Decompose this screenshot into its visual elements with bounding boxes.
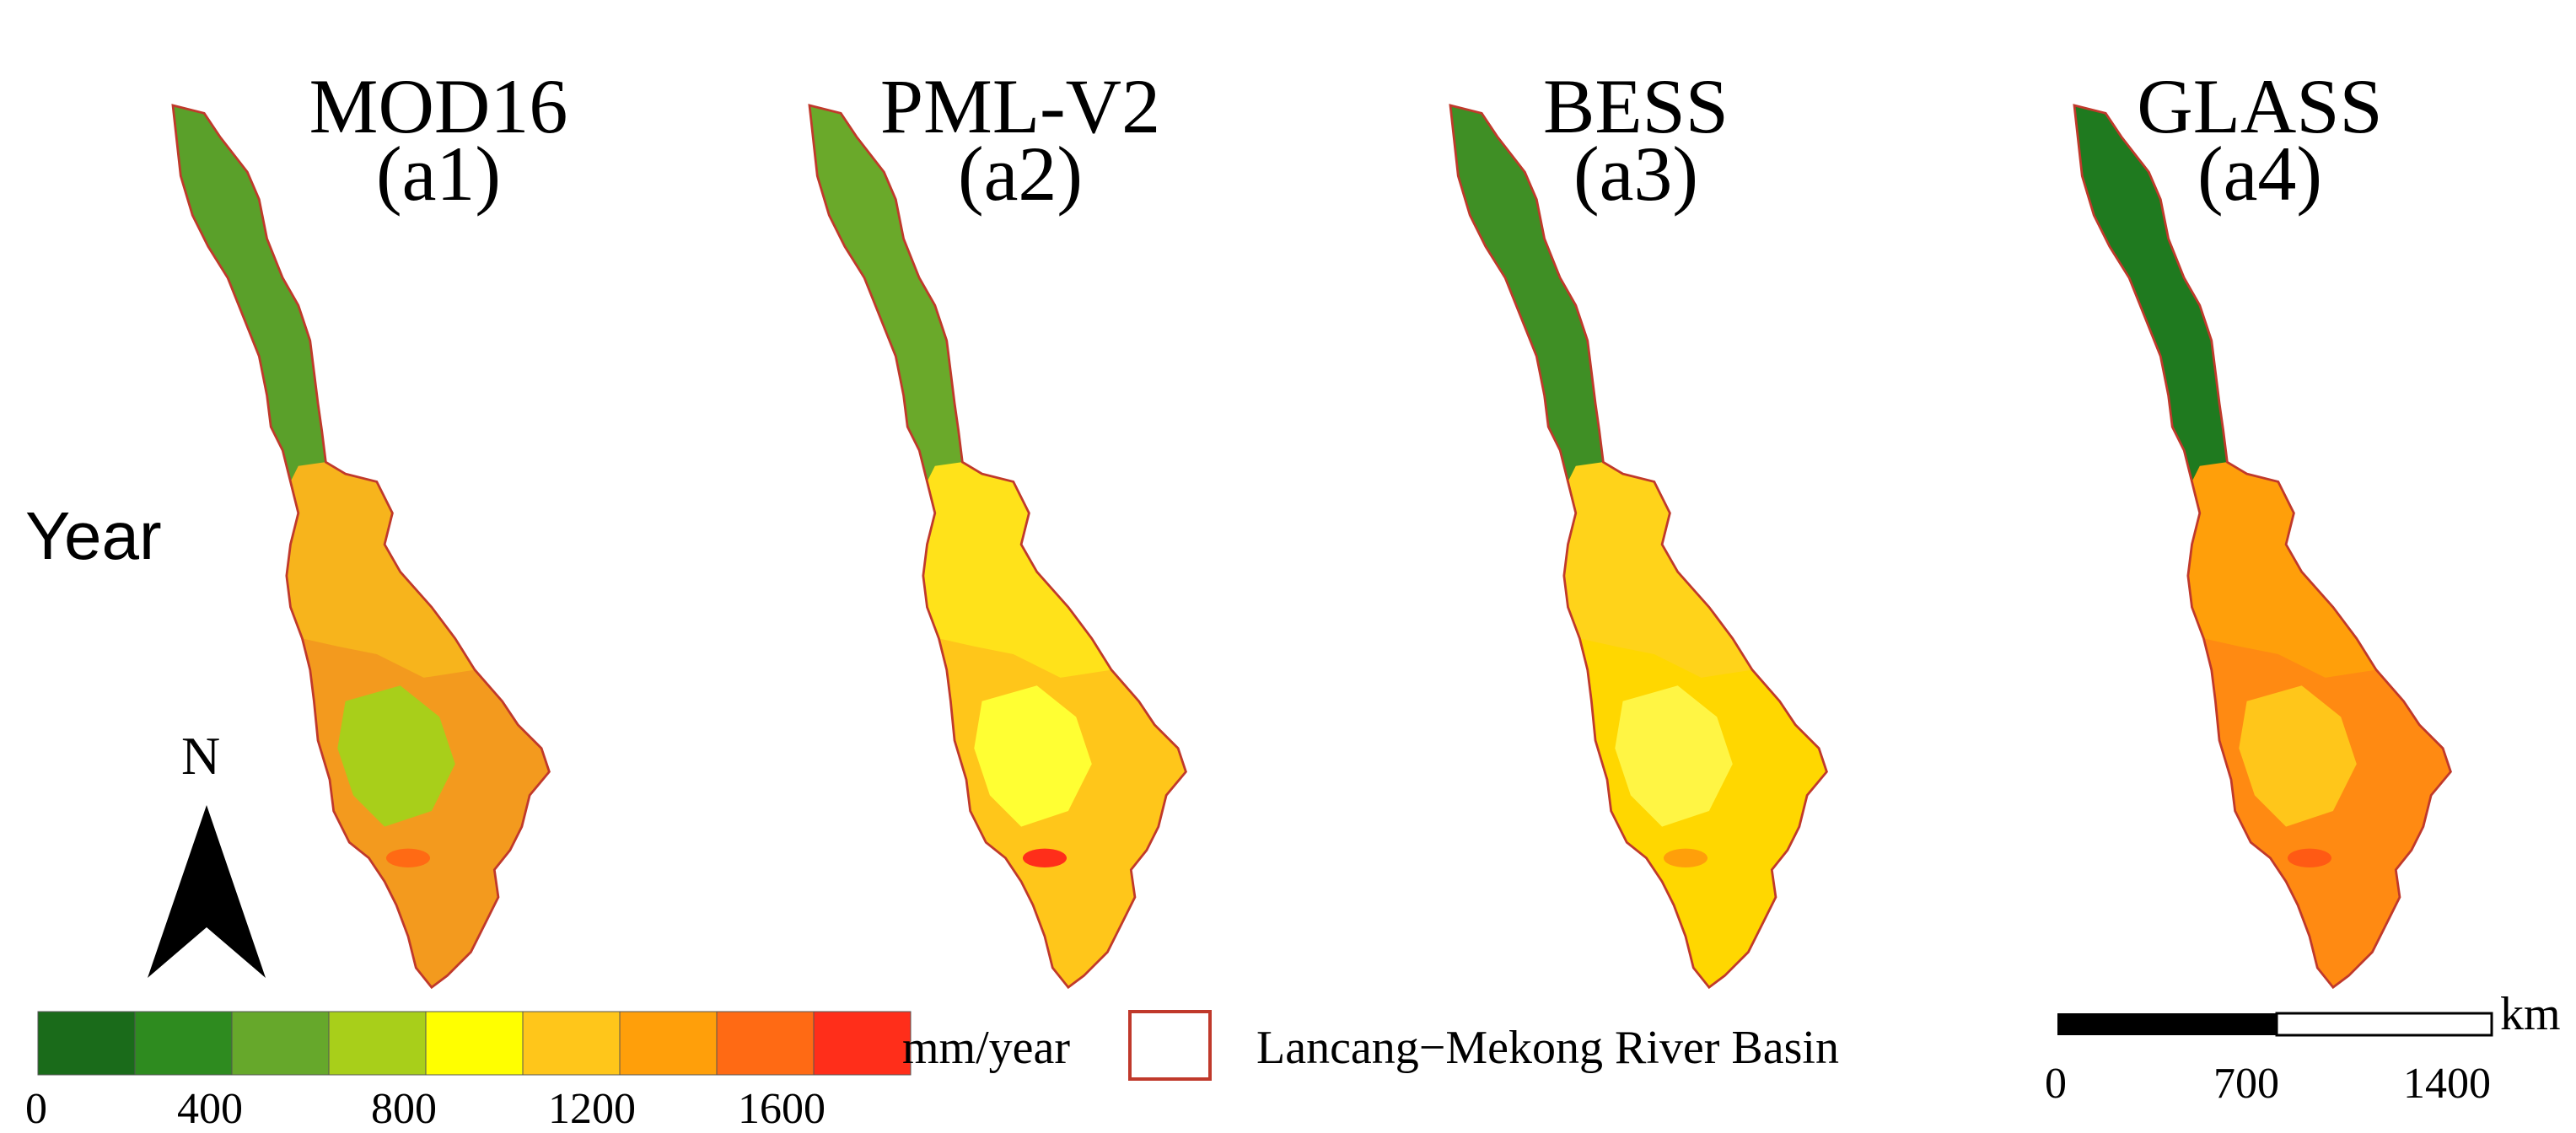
colorbar-class-1 — [134, 1011, 233, 1076]
colorbar-class-0 — [37, 1011, 136, 1076]
panel-title-3: BESS — [1543, 63, 1729, 149]
panel-title-4: GLASS — [2137, 63, 2383, 149]
panel-label-3: (a3) — [1573, 131, 1699, 217]
colorbar-class-8 — [813, 1011, 912, 1076]
panel-title-1: MOD16 — [309, 63, 568, 149]
panel-label-4: (a4) — [2197, 131, 2323, 217]
map-panel-3 — [1449, 104, 1828, 989]
colorbar-unit: mm/year — [902, 1022, 1071, 1074]
map-panel-1 — [171, 104, 551, 989]
colorbar-class-4 — [425, 1011, 524, 1076]
colorbar-class-5 — [522, 1011, 621, 1076]
colorbar-class-2 — [231, 1011, 330, 1076]
scale-tick-1400: 1400 — [2403, 1060, 2491, 1108]
colorbar-class-6 — [619, 1011, 718, 1076]
colorbar-class-7 — [716, 1011, 815, 1076]
map-panel-4 — [2073, 104, 2452, 989]
panel-label-2: (a2) — [957, 131, 1084, 217]
colorbar-tick-800: 800 — [371, 1085, 437, 1133]
map-panel-2 — [808, 104, 1187, 989]
colorbar-tick-1600: 1600 — [738, 1085, 826, 1133]
panel-title-2: PML-V2 — [879, 63, 1161, 149]
scale-unit: km — [2500, 988, 2561, 1040]
scale-bar — [2057, 1012, 2493, 1037]
colorbar-tick-0: 0 — [25, 1085, 47, 1133]
scale-tick-700: 700 — [2213, 1060, 2279, 1108]
legend-boundary-swatch — [1128, 1010, 1212, 1081]
colorbar-tick-1200: 1200 — [548, 1085, 636, 1133]
panel-label-1: (a1) — [375, 131, 502, 217]
row-label: Year — [25, 498, 162, 573]
north-arrow-icon — [148, 805, 266, 978]
scale-tick-0: 0 — [2045, 1060, 2067, 1108]
legend-boundary-label: Lancang−Mekong River Basin — [1256, 1022, 1839, 1074]
colorbar-tick-400: 400 — [177, 1085, 243, 1133]
colorbar-class-3 — [328, 1011, 427, 1076]
colorbar — [37, 1011, 912, 1076]
north-arrow-label: N — [181, 726, 221, 786]
